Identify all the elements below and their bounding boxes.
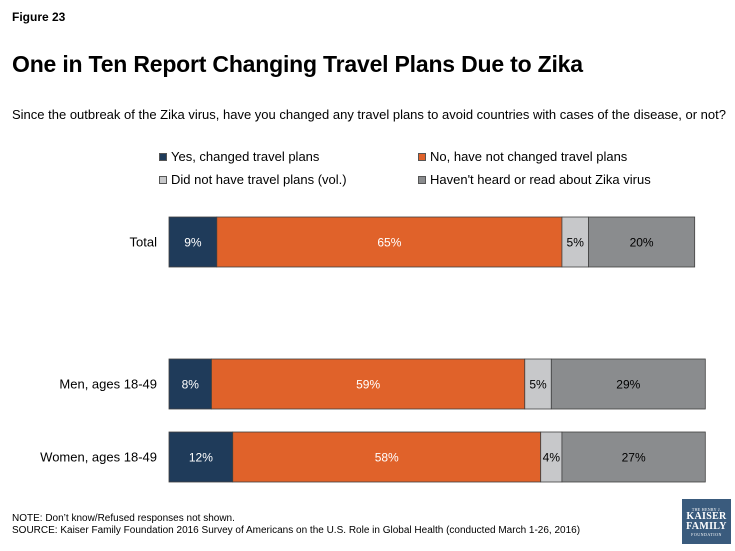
legend-item-not-heard: Haven't heard or read about Zika virus <box>418 172 651 187</box>
data-label-no: 59% <box>356 378 380 392</box>
bar-segment-no-plans <box>524 358 552 410</box>
kff-logo: THE HENRY J. KAISER FAMILY FOUNDATION <box>682 499 731 544</box>
bar-segment-yes <box>168 358 212 410</box>
data-label-not-heard: 20% <box>630 236 654 250</box>
bar-segment-no <box>232 431 542 483</box>
logo-line-1: THE HENRY J. <box>691 506 722 512</box>
category-label: Men, ages 18-49 <box>59 377 157 392</box>
legend-swatch-no-plans <box>159 175 167 184</box>
legend-label-yes: Yes, changed travel plans <box>171 149 320 164</box>
bar-segment-not-heard <box>588 216 696 268</box>
bar-segment-not-heard <box>561 431 706 483</box>
legend-label-no: No, have not changed travel plans <box>430 149 628 164</box>
data-label-not-heard: 27% <box>622 451 646 465</box>
bar-segment-no-plans <box>561 216 589 268</box>
data-label-no-plans: 5% <box>567 236 585 250</box>
footnotes: NOTE: Don’t know/Refused responses not s… <box>12 513 580 537</box>
legend-swatch-no <box>418 152 426 161</box>
figure-label: Figure 23 <box>12 10 66 24</box>
data-label-yes: 9% <box>184 236 202 250</box>
data-label-not-heard: 29% <box>616 378 640 392</box>
data-label-yes: 12% <box>189 451 213 465</box>
source-text: SOURCE: Kaiser Family Foundation 2016 Su… <box>12 525 581 536</box>
data-label-no-plans: 4% <box>543 451 561 465</box>
legend-item-yes: Yes, changed travel plans <box>159 149 319 164</box>
bar-segment-yes <box>168 431 234 483</box>
category-label: Total <box>130 235 158 250</box>
legend-swatch-not-heard <box>418 175 426 184</box>
legend-label-no-plans: Did not have travel plans (vol.) <box>171 172 347 187</box>
note-text: NOTE: Don’t know/Refused responses not s… <box>12 513 235 524</box>
logo-line-4: FOUNDATION <box>691 531 722 537</box>
logo-line-2: KAISER <box>686 510 727 522</box>
chart-title: One in Ten Report Changing Travel Plans … <box>12 51 583 77</box>
chart-subtitle: Since the outbreak of the Zika virus, ha… <box>12 107 726 122</box>
logo-line-3: FAMILY <box>686 520 727 532</box>
bar-segment-not-heard <box>550 358 706 410</box>
data-label-no-plans: 5% <box>529 378 547 392</box>
data-label-no: 65% <box>377 236 401 250</box>
category-label: Women, ages 18-49 <box>40 450 157 465</box>
legend-swatch-yes <box>159 152 167 161</box>
legend-item-no: No, have not changed travel plans <box>418 149 627 164</box>
legend-label-not-heard: Haven't heard or read about Zika virus <box>430 172 651 187</box>
data-label-yes: 8% <box>182 378 200 392</box>
legend-item-no-plans: Did not have travel plans (vol.) <box>159 172 347 187</box>
data-label-no: 58% <box>375 451 399 465</box>
bar-segment-no <box>216 216 563 268</box>
